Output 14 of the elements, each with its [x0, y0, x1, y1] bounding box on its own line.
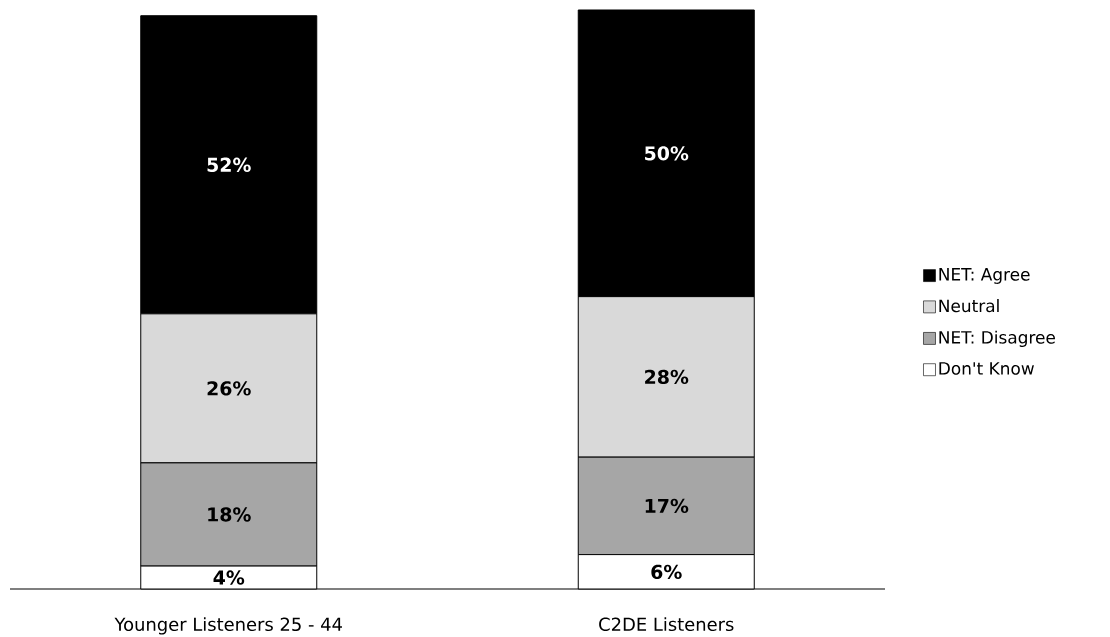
legend-label: Neutral	[939, 299, 999, 313]
legend-label: Don't Know	[939, 362, 1034, 375]
legend-label: NET: Disagree	[939, 330, 1055, 348]
data-label: 17%	[645, 498, 689, 514]
data-label: 18%	[208, 507, 251, 522]
x-tick-label: Younger Listeners 25 - 44	[114, 617, 342, 635]
data-label: 26%	[207, 381, 251, 396]
data-label: 6%	[651, 564, 682, 579]
data-label: 52%	[207, 157, 251, 172]
data-label: 28%	[645, 369, 689, 385]
x-tick-label: C2DE Listeners	[599, 617, 734, 632]
data-label: 4%	[213, 570, 245, 585]
data-label: 50%	[645, 146, 689, 161]
legend-label: NET: Agree	[939, 268, 1030, 284]
